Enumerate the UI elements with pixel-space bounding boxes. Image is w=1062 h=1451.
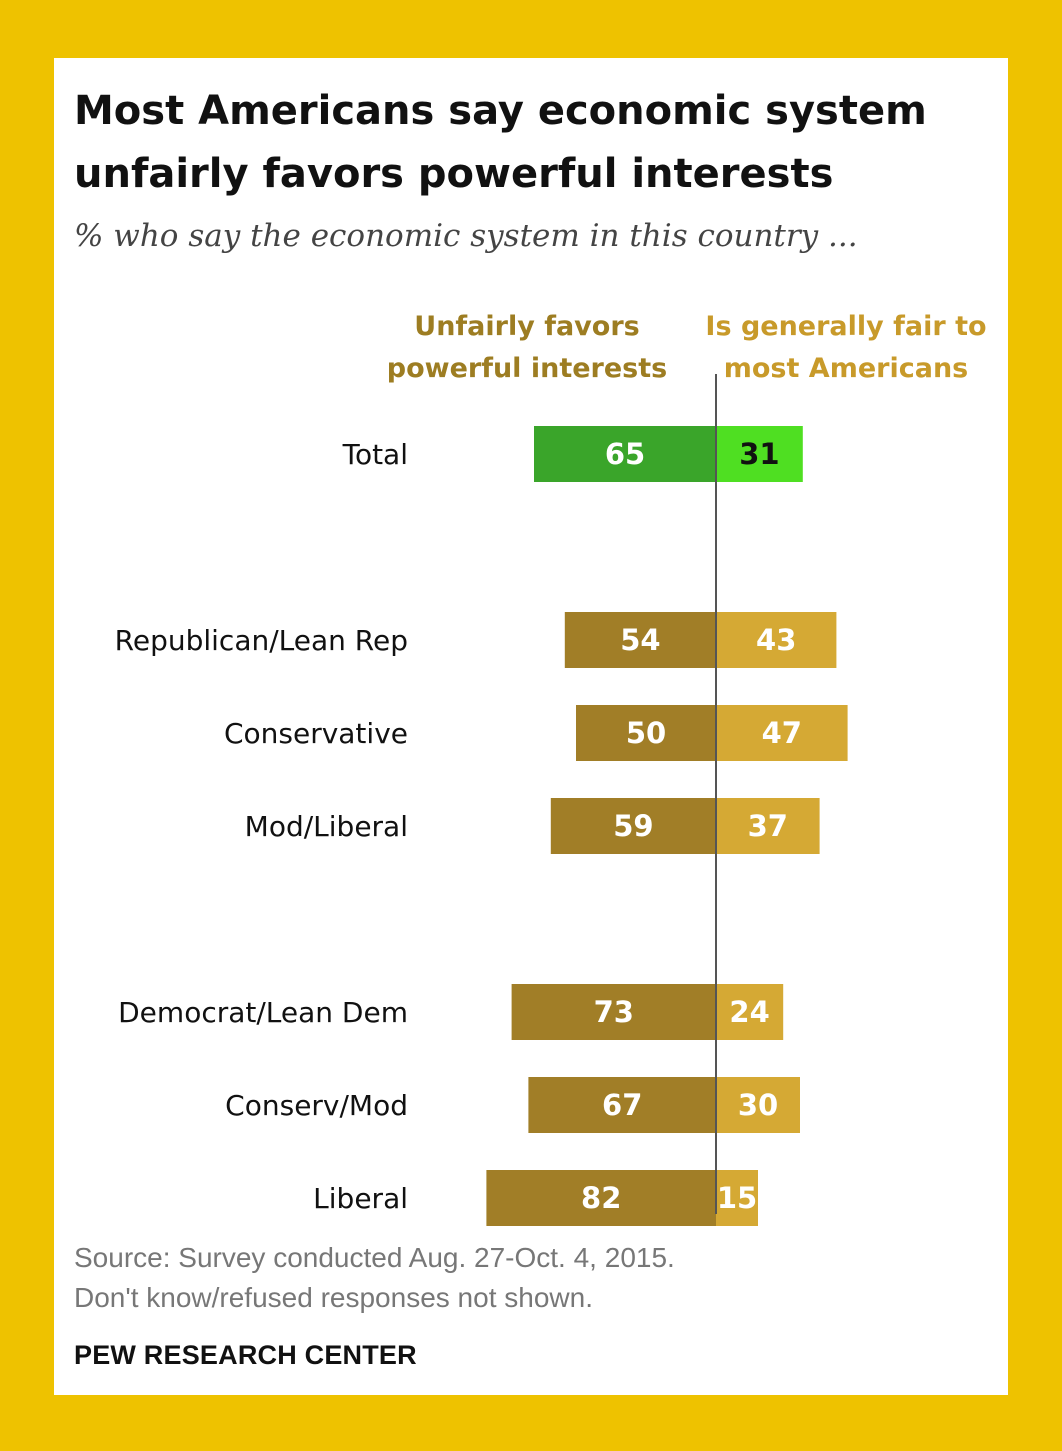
chart-title: Most Americans say economic system unfai… xyxy=(74,88,927,197)
row-label: Conservative xyxy=(224,717,408,750)
bar-value-fair: 31 xyxy=(739,437,779,471)
bar-value-unfair: 54 xyxy=(620,623,660,657)
bar-fair xyxy=(716,426,803,482)
legend-unfair: Unfairly favors powerful interests xyxy=(386,311,668,384)
bar-fair xyxy=(716,1170,758,1226)
chart-card: Most Americans say economic system unfai… xyxy=(54,58,1008,1395)
row-label: Conserv/Mod xyxy=(225,1089,408,1122)
bar-value-fair: 47 xyxy=(762,716,802,750)
bar-fair xyxy=(716,705,848,761)
bar-unfair xyxy=(486,1170,716,1226)
bar-fair xyxy=(716,984,784,1040)
bar-value-unfair: 82 xyxy=(581,1181,621,1215)
row-label: Liberal xyxy=(313,1182,408,1215)
bar-value-unfair: 59 xyxy=(613,809,653,843)
bar-value-unfair: 65 xyxy=(605,437,645,471)
bar-unfair xyxy=(528,1077,716,1133)
bar-unfair xyxy=(534,426,716,482)
bar-value-fair: 15 xyxy=(717,1181,757,1215)
diverging-bar-chart: Total 65 31 Republican/Lean Rep 54 43 Conserva… xyxy=(115,374,848,1226)
chart-subtitle: % who say the economic system in this co… xyxy=(74,218,858,254)
bar-unfair xyxy=(550,798,716,854)
bar-value-unfair: 50 xyxy=(626,716,666,750)
brand-logo-text: PEW RESEARCH CENTER xyxy=(74,1340,417,1370)
bar-value-fair: 43 xyxy=(756,623,796,657)
bar-unfair xyxy=(511,984,716,1040)
row-label: Democrat/Lean Dem xyxy=(118,996,408,1029)
source-note: Source: Survey conducted Aug. 27-Oct. 4,… xyxy=(74,1238,675,1318)
bar-value-fair: 37 xyxy=(748,809,788,843)
bar-unfair xyxy=(564,612,716,668)
row-label: Republican/Lean Rep xyxy=(115,624,408,657)
bar-unfair xyxy=(576,705,716,761)
row-label: Total xyxy=(342,438,408,471)
bar-fair xyxy=(716,1077,800,1133)
bar-value-fair: 30 xyxy=(738,1088,778,1122)
bar-fair xyxy=(716,612,837,668)
source-line-1: Source: Survey conducted Aug. 27-Oct. 4,… xyxy=(74,1242,675,1273)
source-line-2: Don't know/refused responses not shown. xyxy=(74,1282,593,1313)
bar-value-unfair: 73 xyxy=(594,995,634,1029)
row-label: Mod/Liberal xyxy=(245,810,408,843)
bar-fair xyxy=(716,798,820,854)
legend-fair: Is generally fair to most Americans xyxy=(705,311,987,384)
bar-value-fair: 24 xyxy=(729,995,769,1029)
bar-value-unfair: 67 xyxy=(602,1088,642,1122)
